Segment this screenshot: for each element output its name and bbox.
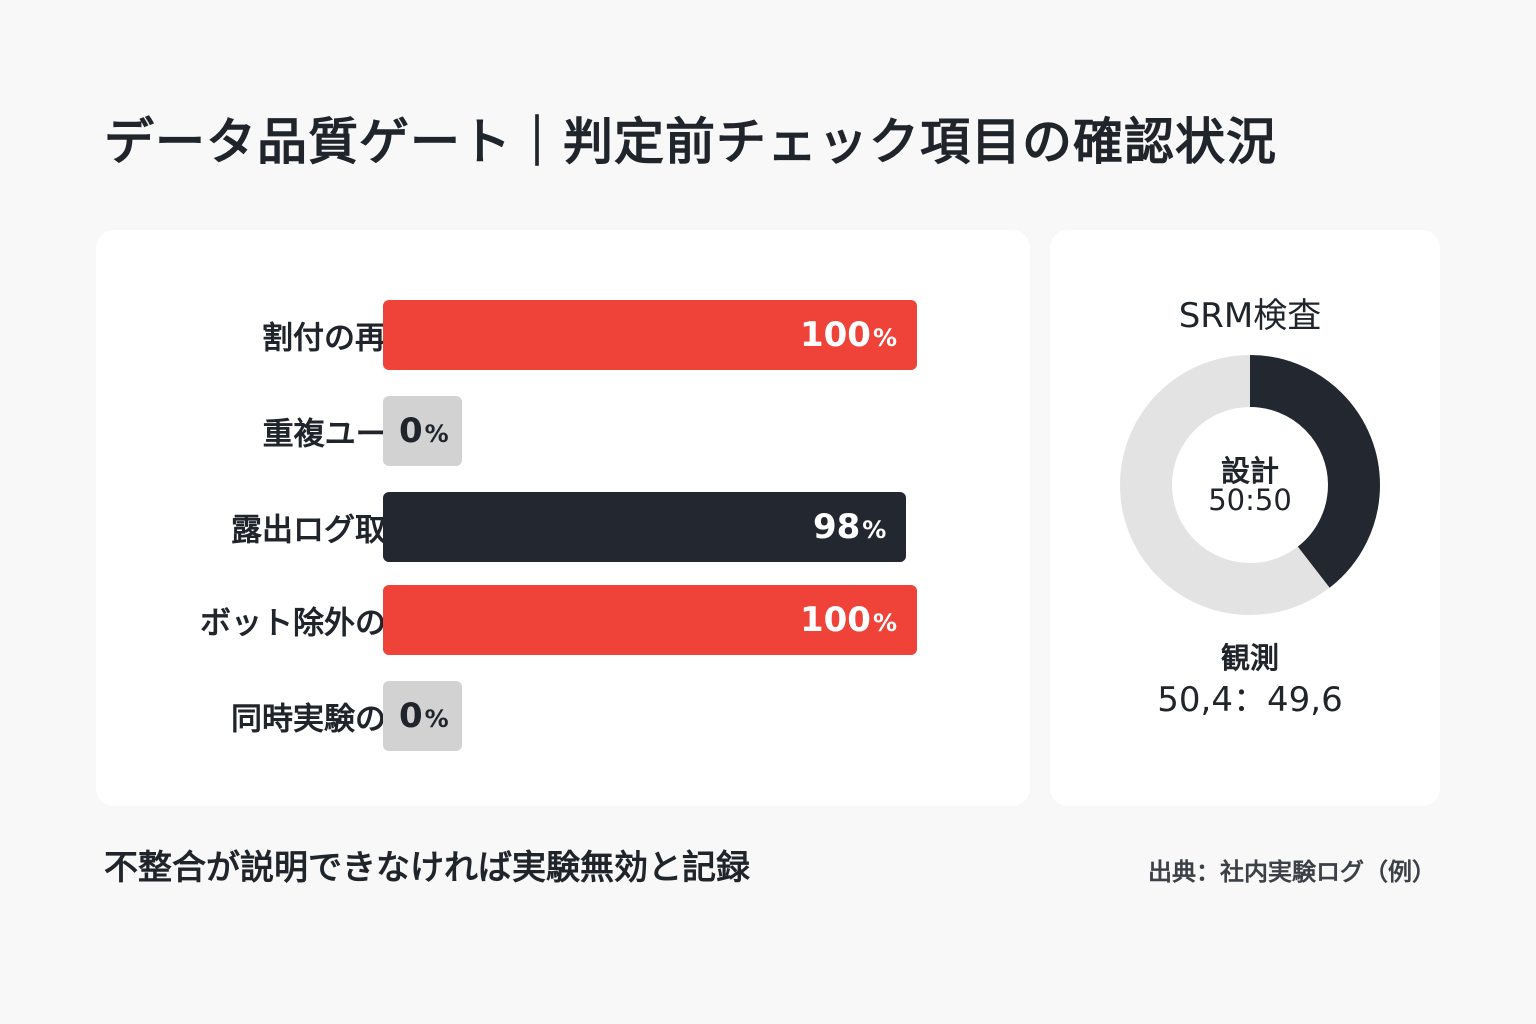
observed-label: 観測 xyxy=(1220,641,1279,675)
bar xyxy=(383,396,462,466)
bar-value-unit: % xyxy=(424,705,449,733)
bar-value-label: 98% xyxy=(813,507,886,547)
footnote: 不整合が説明できなければ実験無効と記録 xyxy=(104,848,750,888)
bar-value-number: 0 xyxy=(399,696,423,736)
bar-value-label: 0% xyxy=(399,696,449,736)
bar-value-label: 100% xyxy=(800,315,897,355)
bar-value-number: 100 xyxy=(799,600,871,640)
source-note: 出典：社内実験ログ（例） xyxy=(1148,858,1436,886)
bar-value-unit: % xyxy=(862,516,887,544)
bar-chart-card: 割付の再現性 100% 重複ユーザー 0% 露出ログ取得率 98% ボット除外の対性 100%… xyxy=(96,230,1030,806)
bar xyxy=(383,681,462,751)
bar-value-number: 100 xyxy=(799,315,871,355)
donut-title: SRM検査 xyxy=(1178,296,1322,336)
bar-value-number: 0 xyxy=(399,411,423,451)
design-ratio: 50:50 xyxy=(1208,483,1292,517)
bar-value-number: 98 xyxy=(812,507,861,547)
bar-value-unit: % xyxy=(872,609,897,637)
donut-chart-card: SRM検査 設計 50:50 観測 50,4：49,6 xyxy=(1050,230,1440,806)
page-title: データ品質ゲート｜判定前チェック項目の確認状況 xyxy=(104,113,1277,171)
bar-value-unit: % xyxy=(872,324,897,352)
bar-value-label: 100% xyxy=(800,600,897,640)
bar xyxy=(383,492,907,562)
donut-slice xyxy=(1120,355,1380,615)
bar-value-unit: % xyxy=(424,420,449,448)
design-label: 設計 xyxy=(1220,454,1279,488)
bar xyxy=(383,585,917,655)
bar-value-label: 0% xyxy=(399,411,449,451)
donut-chart xyxy=(1120,355,1380,615)
bar xyxy=(383,300,917,370)
observed-ratio: 50,4：49,6 xyxy=(1157,680,1343,720)
